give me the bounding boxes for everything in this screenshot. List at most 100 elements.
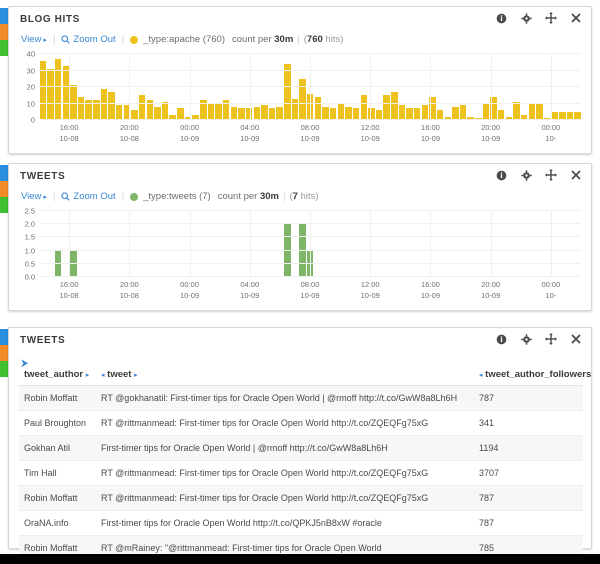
chart-bar[interactable] [238, 108, 245, 120]
chart-bar[interactable] [222, 100, 230, 120]
table-row[interactable]: OraNA.info First-timer tips for Oracle Op… [19, 510, 583, 536]
chart-bar[interactable] [161, 101, 169, 120]
chart-bar[interactable] [108, 91, 115, 120]
chart-bar[interactable] [436, 110, 444, 120]
chart-bar[interactable] [482, 103, 490, 120]
chart-bar[interactable] [421, 105, 429, 120]
column-header-tweet-author-followers[interactable]: ◂ tweet_author_followers [474, 367, 591, 386]
column-header-tweet[interactable]: ◂ tweet ▸ [96, 367, 474, 386]
move-icon[interactable] [545, 12, 557, 24]
chart-bar[interactable] [169, 115, 176, 120]
chart-bar[interactable] [284, 63, 291, 120]
chart-bar[interactable] [551, 111, 558, 120]
info-icon[interactable] [495, 169, 507, 181]
chart-bar[interactable] [261, 105, 268, 120]
chart-bar[interactable] [490, 96, 497, 120]
table-row[interactable]: Robin Moffatt RT @rittmanmead: First-time… [19, 485, 583, 511]
chart-bar[interactable] [39, 60, 47, 120]
chart-bar[interactable] [337, 103, 345, 120]
chart-bar[interactable] [368, 108, 375, 120]
chart-bar[interactable] [268, 108, 276, 120]
chart-bar[interactable] [360, 95, 367, 120]
gear-icon[interactable] [520, 333, 532, 345]
chart-bar[interactable] [314, 96, 322, 120]
chart-tweets[interactable]: 0.0 0.5 1.0 1.5 2.0 2.5 16:00 10-08 20:00 10-08 0… [17, 207, 585, 305]
horizontal-scrollbar[interactable] [0, 554, 600, 564]
chart-bar[interactable] [100, 88, 108, 120]
chart-bar[interactable] [85, 100, 92, 120]
chart-bar[interactable] [536, 103, 543, 120]
chart-bar[interactable] [345, 106, 352, 120]
sort-right-arrow-icon[interactable]: ▸ [134, 372, 138, 379]
table-row[interactable]: Gokhan Atil First-timer tips for Oracle O… [19, 435, 583, 461]
chart-bar[interactable] [352, 108, 360, 120]
table-row[interactable]: Paul Broughton RT @rittmanmead: First-tim… [19, 410, 583, 436]
chart-bar[interactable] [375, 110, 383, 120]
chart-bar[interactable] [131, 110, 138, 120]
sort-right-arrow-icon[interactable]: ▸ [85, 372, 90, 379]
chart-bar[interactable] [391, 91, 398, 120]
chart-bar[interactable] [93, 100, 100, 120]
close-icon[interactable] [570, 333, 582, 345]
sort-left-arrow-icon[interactable]: ◂ [101, 372, 105, 379]
chart-bar[interactable] [559, 111, 566, 120]
chart-bar[interactable] [177, 108, 184, 120]
zoom-out-button[interactable]: Zoom Out [61, 34, 116, 45]
chart-bar[interactable] [116, 105, 123, 120]
chart-bar[interactable] [429, 96, 436, 120]
chart-bar[interactable] [215, 103, 222, 120]
chart-bar[interactable] [245, 108, 253, 120]
column-header-tweet-author[interactable]: tweet_author ▸ [19, 367, 96, 386]
chart-bar[interactable] [452, 106, 459, 120]
info-icon[interactable] [495, 333, 507, 345]
close-icon[interactable] [570, 12, 582, 24]
info-icon[interactable] [495, 12, 507, 24]
chart-bar[interactable] [192, 115, 199, 120]
chart-bar[interactable] [406, 108, 413, 120]
chart-bar[interactable] [513, 101, 520, 120]
chart-bar[interactable] [47, 68, 54, 120]
chart-bar[interactable] [467, 116, 474, 120]
table-row[interactable]: Robin Moffatt RT @gokhanatil: First-timer… [19, 385, 583, 411]
chart-blog-hits[interactable]: 0 10 20 30 40 16:00 10-08 20:00 10-08 00:00 10-09… [17, 50, 585, 148]
table-row[interactable]: Tim Hall RT @rittmanmead: First-timer tip… [19, 460, 583, 486]
chart-bar[interactable] [207, 103, 215, 120]
chart-bar[interactable] [138, 95, 146, 120]
chart-bar[interactable] [498, 110, 505, 120]
chart-bar[interactable] [528, 103, 536, 120]
chart-bar[interactable] [322, 106, 329, 120]
view-button[interactable]: View ▸ [21, 191, 47, 202]
chart-bar[interactable] [505, 116, 513, 120]
chart-bar[interactable] [413, 108, 421, 120]
gear-icon[interactable] [520, 169, 532, 181]
chart-bar[interactable] [154, 106, 161, 120]
chart-bar[interactable] [444, 116, 451, 120]
gear-icon[interactable] [520, 12, 532, 24]
chart-bar[interactable] [184, 116, 192, 120]
chart-bar[interactable] [520, 115, 528, 120]
chart-bar[interactable] [291, 98, 299, 120]
chart-bar[interactable] [329, 108, 337, 120]
close-icon[interactable] [570, 169, 582, 181]
view-button[interactable]: View ▸ [21, 34, 47, 45]
move-icon[interactable] [545, 169, 557, 181]
move-icon[interactable] [545, 333, 557, 345]
chart-bar[interactable] [230, 106, 238, 120]
chart-bar[interactable] [146, 100, 154, 120]
expand-arrow-icon[interactable]: ⮞ [21, 358, 29, 369]
chart-bar[interactable] [62, 65, 69, 120]
chart-bar[interactable] [459, 105, 467, 120]
chart-bar[interactable] [299, 78, 306, 120]
chart-bar[interactable] [77, 96, 85, 120]
chart-bar[interactable] [566, 111, 574, 120]
chart-bar[interactable] [200, 100, 207, 120]
chart-bar[interactable] [253, 106, 260, 120]
chart-bar[interactable] [276, 106, 283, 120]
zoom-out-button[interactable]: Zoom Out [61, 191, 116, 202]
chart-bar[interactable] [574, 111, 581, 120]
sort-left-arrow-icon[interactable]: ◂ [479, 372, 483, 379]
chart-bar[interactable] [398, 105, 406, 120]
chart-bar[interactable] [383, 95, 390, 120]
chart-bar[interactable] [54, 58, 62, 120]
chart-bar[interactable] [123, 105, 131, 120]
